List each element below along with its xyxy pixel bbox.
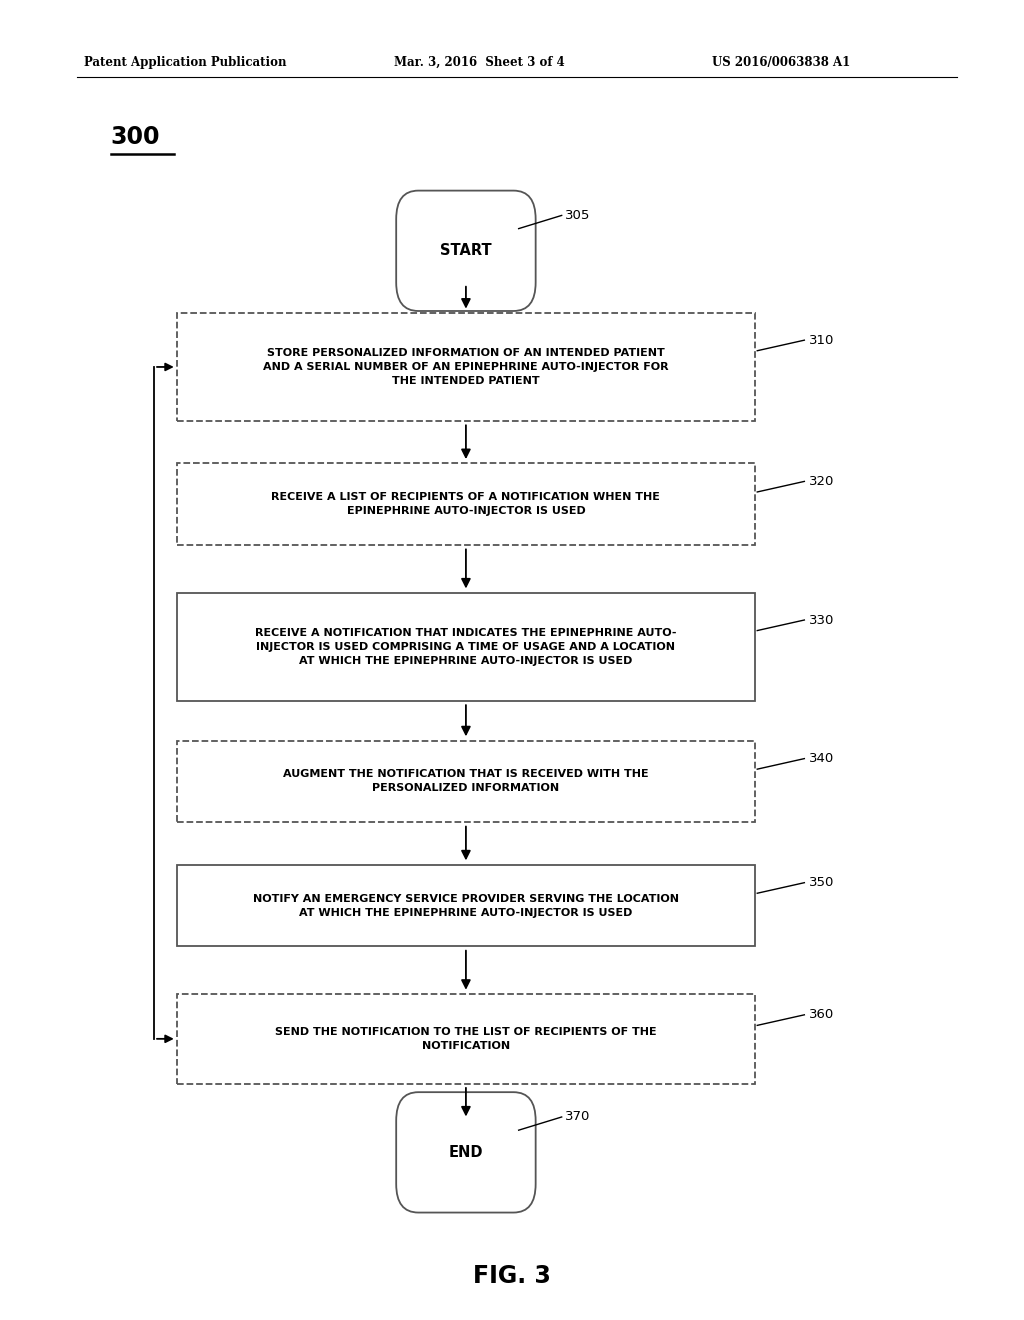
Text: 320: 320 <box>810 475 835 488</box>
Text: FIG. 3: FIG. 3 <box>473 1265 551 1288</box>
Text: 340: 340 <box>810 752 835 766</box>
Text: 300: 300 <box>111 125 160 149</box>
Text: SEND THE NOTIFICATION TO THE LIST OF RECIPIENTS OF THE
NOTIFICATION: SEND THE NOTIFICATION TO THE LIST OF REC… <box>275 1027 656 1051</box>
Text: Mar. 3, 2016  Sheet 3 of 4: Mar. 3, 2016 Sheet 3 of 4 <box>394 55 565 69</box>
FancyBboxPatch shape <box>177 313 756 421</box>
Text: 350: 350 <box>810 876 835 890</box>
Text: START: START <box>440 243 492 259</box>
Text: 310: 310 <box>810 334 835 347</box>
Text: AUGMENT THE NOTIFICATION THAT IS RECEIVED WITH THE
PERSONALIZED INFORMATION: AUGMENT THE NOTIFICATION THAT IS RECEIVE… <box>283 770 649 793</box>
FancyBboxPatch shape <box>177 463 756 545</box>
FancyBboxPatch shape <box>177 994 756 1084</box>
Text: Patent Application Publication: Patent Application Publication <box>84 55 287 69</box>
Text: RECEIVE A LIST OF RECIPIENTS OF A NOTIFICATION WHEN THE
EPINEPHRINE AUTO-INJECTO: RECEIVE A LIST OF RECIPIENTS OF A NOTIFI… <box>271 492 660 516</box>
Text: END: END <box>449 1144 483 1160</box>
FancyBboxPatch shape <box>177 741 756 822</box>
Text: STORE PERSONALIZED INFORMATION OF AN INTENDED PATIENT
AND A SERIAL NUMBER OF AN : STORE PERSONALIZED INFORMATION OF AN INT… <box>263 348 669 385</box>
Text: US 2016/0063838 A1: US 2016/0063838 A1 <box>712 55 850 69</box>
Text: RECEIVE A NOTIFICATION THAT INDICATES THE EPINEPHRINE AUTO-
INJECTOR IS USED COM: RECEIVE A NOTIFICATION THAT INDICATES TH… <box>255 628 677 665</box>
Text: 305: 305 <box>565 209 590 222</box>
FancyBboxPatch shape <box>177 593 756 701</box>
FancyBboxPatch shape <box>396 1092 536 1213</box>
FancyBboxPatch shape <box>396 190 536 312</box>
Text: 370: 370 <box>565 1110 590 1123</box>
FancyBboxPatch shape <box>177 865 756 946</box>
Text: 360: 360 <box>810 1008 835 1022</box>
Text: 330: 330 <box>810 614 835 627</box>
Text: NOTIFY AN EMERGENCY SERVICE PROVIDER SERVING THE LOCATION
AT WHICH THE EPINEPHRI: NOTIFY AN EMERGENCY SERVICE PROVIDER SER… <box>253 894 679 917</box>
